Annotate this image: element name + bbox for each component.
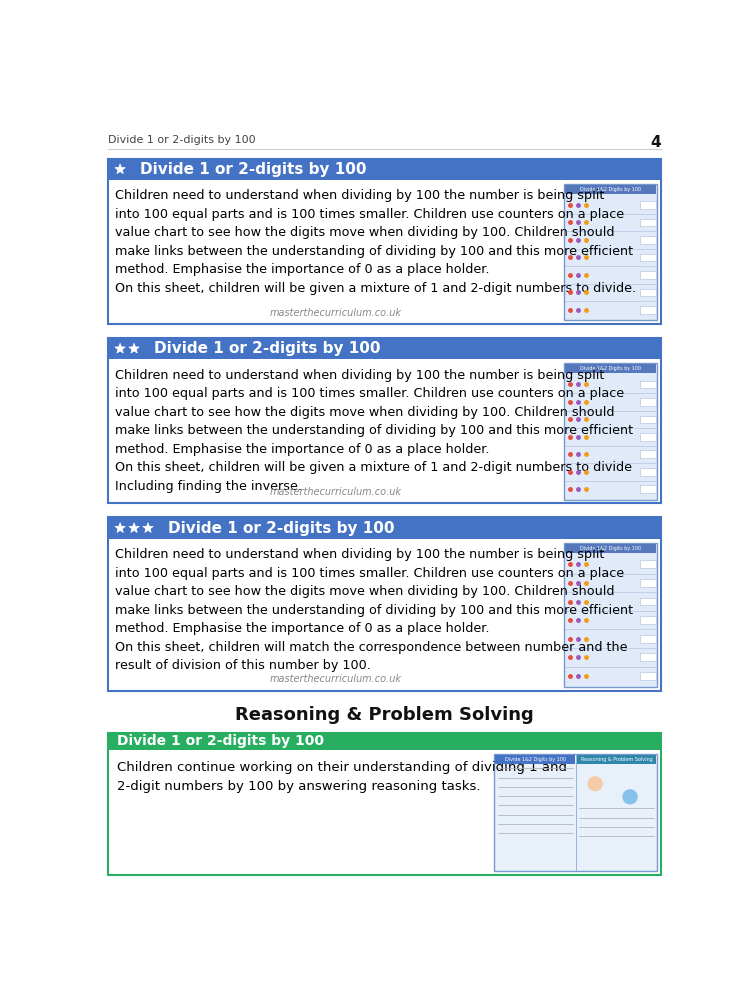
Polygon shape: [115, 343, 125, 353]
Text: Divide 1&2 Digits by 100: Divide 1&2 Digits by 100: [580, 187, 641, 192]
FancyBboxPatch shape: [108, 158, 661, 180]
Text: Reasoning & Problem Solving: Reasoning & Problem Solving: [235, 706, 534, 724]
FancyBboxPatch shape: [640, 236, 656, 244]
FancyBboxPatch shape: [565, 185, 656, 194]
Polygon shape: [115, 164, 125, 174]
FancyBboxPatch shape: [640, 398, 656, 406]
Text: 4: 4: [650, 135, 661, 150]
FancyBboxPatch shape: [640, 468, 656, 476]
FancyBboxPatch shape: [640, 635, 656, 643]
Text: Divide 1 or 2-digits by 100: Divide 1 or 2-digits by 100: [168, 521, 394, 536]
FancyBboxPatch shape: [640, 560, 656, 568]
FancyBboxPatch shape: [108, 517, 661, 539]
FancyBboxPatch shape: [640, 433, 656, 441]
FancyBboxPatch shape: [108, 338, 661, 359]
Text: Children need to understand when dividing by 100 the number is being split
into : Children need to understand when dividin…: [116, 369, 634, 493]
FancyBboxPatch shape: [640, 485, 656, 493]
Text: Divide 1&2 Digits by 100: Divide 1&2 Digits by 100: [505, 757, 566, 762]
FancyBboxPatch shape: [640, 381, 656, 388]
FancyBboxPatch shape: [565, 364, 656, 373]
FancyBboxPatch shape: [108, 733, 661, 875]
Polygon shape: [129, 523, 140, 532]
FancyBboxPatch shape: [565, 544, 656, 553]
FancyBboxPatch shape: [564, 363, 657, 500]
Text: Divide 1&2 Digits by 100: Divide 1&2 Digits by 100: [580, 546, 641, 551]
Text: masterthecurriculum.co.uk: masterthecurriculum.co.uk: [270, 674, 402, 684]
FancyBboxPatch shape: [640, 598, 656, 605]
Text: Children continue working on their understanding of dividing 1 and
2-digit numbe: Children continue working on their under…: [117, 761, 567, 793]
Circle shape: [623, 790, 637, 804]
Text: masterthecurriculum.co.uk: masterthecurriculum.co.uk: [270, 308, 402, 318]
FancyBboxPatch shape: [564, 184, 657, 320]
FancyBboxPatch shape: [108, 517, 661, 691]
FancyBboxPatch shape: [640, 271, 656, 279]
Text: Children need to understand when dividing by 100 the number is being split
into : Children need to understand when dividin…: [116, 189, 637, 295]
FancyBboxPatch shape: [640, 254, 656, 261]
FancyBboxPatch shape: [640, 306, 656, 314]
Text: Divide 1 or 2-digits by 100: Divide 1 or 2-digits by 100: [140, 162, 367, 177]
FancyBboxPatch shape: [640, 201, 656, 209]
FancyBboxPatch shape: [495, 755, 575, 764]
Polygon shape: [115, 523, 125, 532]
Text: Divide 1&2 Digits by 100: Divide 1&2 Digits by 100: [580, 366, 641, 371]
FancyBboxPatch shape: [640, 616, 656, 624]
FancyBboxPatch shape: [108, 338, 661, 503]
FancyBboxPatch shape: [494, 754, 657, 871]
Polygon shape: [142, 523, 153, 532]
Text: Divide 1 or 2-digits by 100: Divide 1 or 2-digits by 100: [154, 341, 381, 356]
FancyBboxPatch shape: [640, 653, 656, 661]
FancyBboxPatch shape: [564, 543, 657, 687]
FancyBboxPatch shape: [640, 416, 656, 423]
FancyBboxPatch shape: [577, 755, 656, 764]
Polygon shape: [129, 343, 140, 353]
Circle shape: [588, 777, 602, 791]
FancyBboxPatch shape: [640, 450, 656, 458]
Text: Children need to understand when dividing by 100 the number is being split
into : Children need to understand when dividin…: [116, 548, 634, 672]
Text: Divide 1 or 2-digits by 100: Divide 1 or 2-digits by 100: [117, 734, 324, 748]
FancyBboxPatch shape: [640, 672, 656, 680]
FancyBboxPatch shape: [108, 158, 661, 324]
Text: Reasoning & Problem Solving: Reasoning & Problem Solving: [580, 757, 652, 762]
FancyBboxPatch shape: [108, 733, 661, 750]
FancyBboxPatch shape: [640, 579, 656, 587]
Text: masterthecurriculum.co.uk: masterthecurriculum.co.uk: [270, 487, 402, 497]
FancyBboxPatch shape: [640, 289, 656, 296]
Text: Divide 1 or 2-digits by 100: Divide 1 or 2-digits by 100: [108, 135, 255, 145]
FancyBboxPatch shape: [640, 219, 656, 226]
